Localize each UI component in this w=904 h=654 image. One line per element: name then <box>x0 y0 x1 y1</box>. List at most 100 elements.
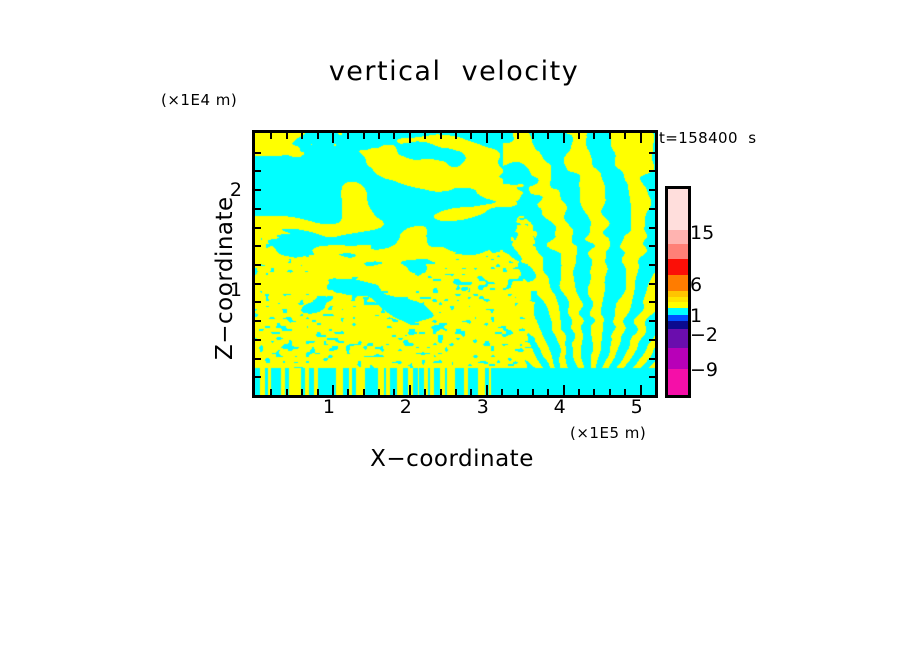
velocity-field-heatmap <box>255 133 655 395</box>
colorbar-band <box>668 230 688 245</box>
x-tick-top <box>609 133 611 139</box>
x-tick-bottom <box>501 389 503 395</box>
y-tick-right <box>649 264 655 266</box>
y-tick-left <box>255 208 261 210</box>
x-tick-bottom <box>424 389 426 395</box>
colorbar-tick-label: 15 <box>690 222 715 244</box>
x-tick-label: 4 <box>553 396 566 418</box>
x-axis-title: X−coordinate <box>370 446 534 472</box>
x-tick-top <box>455 133 457 139</box>
colorbar-band <box>668 308 688 316</box>
x-tick-top <box>547 133 549 139</box>
y-axis-unit-label: (×1E4 m) <box>161 91 238 109</box>
colorbar-band <box>668 290 688 298</box>
colorbar-band <box>668 244 688 260</box>
x-tick-top <box>301 133 303 139</box>
x-tick-top <box>440 133 442 139</box>
x-axis-unit-label: (×1E5 m) <box>570 424 647 442</box>
y-tick-right <box>649 227 655 229</box>
colorbar-band <box>668 314 688 322</box>
x-tick-top <box>517 133 519 139</box>
y-tick-left <box>255 227 261 229</box>
x-tick-bottom <box>609 389 611 395</box>
x-tick-bottom <box>532 389 534 395</box>
y-tick-label: 2 <box>229 179 242 201</box>
x-tick-bottom <box>563 385 565 395</box>
y-tick-right <box>649 320 655 322</box>
plot-area <box>252 130 658 398</box>
y-tick-right <box>649 358 655 360</box>
x-tick-top <box>486 133 488 143</box>
colorbar-band <box>668 275 688 292</box>
y-tick-left <box>255 339 261 341</box>
y-tick-right <box>649 301 655 303</box>
x-tick-label: 1 <box>322 396 335 418</box>
x-tick-label: 5 <box>630 396 643 418</box>
x-tick-bottom <box>547 389 549 395</box>
x-tick-top <box>640 133 642 143</box>
x-tick-top <box>378 133 380 139</box>
x-tick-bottom <box>470 389 472 395</box>
x-tick-bottom <box>301 389 303 395</box>
y-tick-left <box>255 264 261 266</box>
x-tick-label: 3 <box>476 396 489 418</box>
x-tick-bottom <box>286 389 288 395</box>
x-tick-top <box>317 133 319 139</box>
colorbar-tick-label: 1 <box>690 305 703 327</box>
colorbar <box>665 186 691 398</box>
x-tick-top <box>270 133 272 139</box>
x-tick-top <box>501 133 503 139</box>
colorbar-band <box>668 302 688 310</box>
page-title: vertical velocity <box>328 56 580 87</box>
x-tick-bottom <box>640 385 642 395</box>
x-tick-top <box>578 133 580 139</box>
colorbar-band <box>668 347 688 370</box>
y-tick-right <box>649 189 655 191</box>
colorbar-tick-label: −2 <box>690 324 719 346</box>
colorbar-bands <box>668 189 688 395</box>
y-tick-right <box>649 376 655 378</box>
colorbar-tick-label: −9 <box>690 359 719 381</box>
y-tick-right <box>649 245 655 247</box>
x-tick-bottom <box>363 389 365 395</box>
x-tick-bottom <box>593 389 595 395</box>
y-tick-left <box>255 189 261 191</box>
y-tick-right <box>649 170 655 172</box>
x-tick-top <box>286 133 288 139</box>
x-tick-bottom <box>517 389 519 395</box>
time-annotation: t=158400 s <box>659 129 757 147</box>
y-tick-left <box>255 152 261 154</box>
x-tick-bottom <box>409 385 411 395</box>
y-tick-right <box>649 152 655 154</box>
x-tick-bottom <box>624 389 626 395</box>
x-tick-top <box>393 133 395 139</box>
x-tick-top <box>424 133 426 139</box>
y-tick-left <box>255 283 261 285</box>
x-tick-top <box>470 133 472 139</box>
x-tick-bottom <box>440 389 442 395</box>
y-tick-left <box>255 376 261 378</box>
x-tick-bottom <box>578 389 580 395</box>
x-tick-top <box>347 133 349 139</box>
colorbar-band <box>668 369 688 395</box>
colorbar-tick-label: 6 <box>690 274 703 296</box>
colorbar-band <box>668 320 688 330</box>
y-tick-right <box>649 339 655 341</box>
y-tick-right <box>649 208 655 210</box>
y-axis-title: Z−coordinate <box>212 196 238 360</box>
x-tick-top <box>532 133 534 139</box>
y-tick-left <box>255 358 261 360</box>
colorbar-band <box>668 189 688 231</box>
colorbar-band <box>668 329 688 349</box>
y-tick-left <box>255 320 261 322</box>
x-tick-top <box>332 133 334 143</box>
x-tick-bottom <box>317 389 319 395</box>
x-tick-bottom <box>455 389 457 395</box>
x-tick-top <box>363 133 365 139</box>
x-tick-bottom <box>270 389 272 395</box>
y-tick-right <box>649 283 655 285</box>
x-tick-label: 2 <box>399 396 412 418</box>
x-tick-bottom <box>378 389 380 395</box>
y-tick-label: 1 <box>229 279 242 301</box>
